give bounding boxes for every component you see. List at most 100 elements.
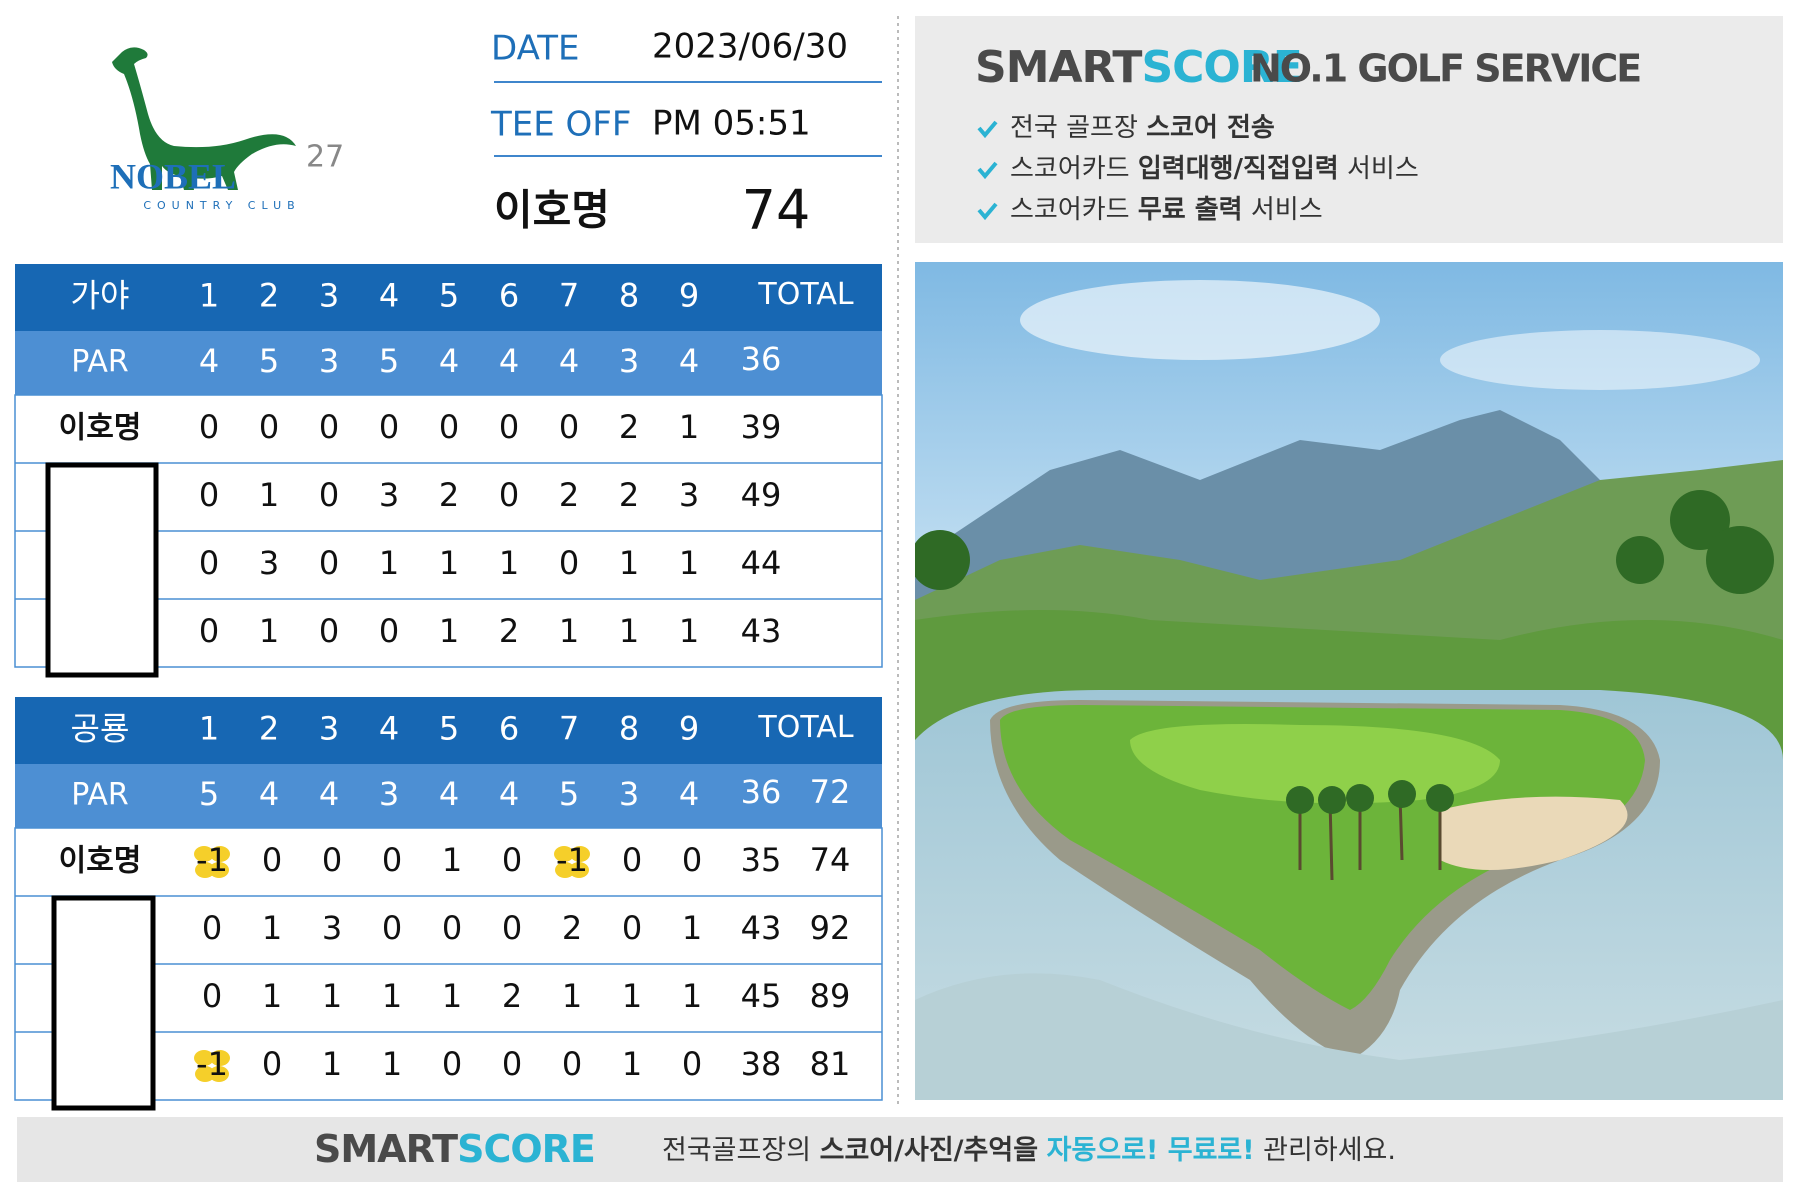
date-label: DATE [491, 29, 579, 69]
course-name: 가야 [71, 277, 130, 315]
total: 43 [741, 612, 782, 650]
par-value: 4 [559, 342, 579, 380]
score: 2 [562, 909, 582, 947]
hole-number: 2 [259, 277, 279, 315]
par-value: 3 [619, 342, 639, 380]
score: 1 [259, 476, 279, 514]
ad-item: 스코어카드 무료 출력 서비스 [1010, 195, 1323, 225]
birdie-icon [554, 846, 590, 878]
score: 2 [619, 408, 639, 446]
logo: NOBEL 27 COUNTRY CLUB [110, 47, 344, 212]
score: 0 [562, 1045, 582, 1083]
par-value: 4 [679, 342, 699, 380]
score: 3 [322, 909, 342, 947]
score: 0 [382, 909, 402, 947]
score: 0 [262, 841, 282, 879]
total: 44 [741, 544, 782, 582]
tee-off: PM 05:51 [652, 104, 811, 144]
score: 0 [622, 841, 642, 879]
total-label: TOTAL [757, 710, 853, 745]
par-value: 4 [439, 342, 459, 380]
score: 0 [499, 408, 519, 446]
hole-number: 8 [619, 277, 639, 315]
total-label: TOTAL [757, 277, 853, 312]
score: 0 [502, 909, 522, 947]
course-photo [915, 262, 1783, 1100]
footer-bar [17, 1117, 1783, 1182]
score: 1 [442, 841, 462, 879]
score: 2 [619, 476, 639, 514]
wing [554, 846, 574, 862]
par-label: PAR [71, 778, 129, 813]
score: 0 [502, 1045, 522, 1083]
ad-item: 전국 골프장 스코어 전송 [1010, 113, 1275, 143]
ad-panel [915, 16, 1783, 243]
text-segment: 스코어/사진/추억을 [820, 1135, 1038, 1166]
score: -1 [196, 841, 228, 879]
dinosaur [112, 47, 296, 190]
header-row [15, 264, 882, 331]
text-segment: 자동으로! 무료로! [1047, 1135, 1255, 1166]
score: 1 [682, 909, 702, 947]
score: 2 [439, 476, 459, 514]
score: 0 [559, 408, 579, 446]
total: 35 [741, 841, 782, 879]
total: 49 [741, 476, 782, 514]
score: 1 [622, 1045, 642, 1083]
text-segment: 스코어카드 [1010, 154, 1138, 184]
wing [209, 1066, 229, 1082]
score: 1 [262, 977, 282, 1015]
total: 38 [741, 1045, 782, 1083]
score: 1 [499, 544, 519, 582]
score: 1 [619, 544, 639, 582]
score: 0 [322, 841, 342, 879]
check-icon [977, 202, 998, 221]
check-icon [977, 120, 998, 139]
total: 45 [741, 977, 782, 1015]
par-row [15, 331, 882, 395]
par-value: 4 [319, 775, 339, 813]
par-value: 4 [499, 342, 519, 380]
score: 0 [502, 841, 522, 879]
hole-number: 5 [439, 710, 459, 748]
hole-number: 9 [679, 710, 699, 748]
text-segment: 서비스 [1243, 195, 1323, 225]
par-value: 5 [559, 775, 579, 813]
score: 0 [319, 408, 339, 446]
score: 0 [559, 544, 579, 582]
score: 1 [679, 612, 699, 650]
score: 1 [559, 612, 579, 650]
score: 0 [442, 909, 462, 947]
score: 1 [562, 977, 582, 1015]
par-value: 4 [199, 342, 219, 380]
ad-brand: SMARTSCORE [975, 42, 1302, 93]
brand-score: SCORE [1141, 42, 1301, 93]
logo-number: 27 [306, 140, 344, 175]
score: 0 [682, 841, 702, 879]
tee-off-label: TEE OFF [490, 105, 631, 145]
brand-score: SCORE [457, 1127, 595, 1171]
birdie-icon [194, 1050, 230, 1082]
score: 0 [379, 408, 399, 446]
hole-number: 4 [379, 277, 399, 315]
score: 1 [682, 977, 702, 1015]
score: 0 [199, 544, 219, 582]
score: 1 [322, 977, 342, 1015]
score: 0 [202, 977, 222, 1015]
score: 0 [319, 612, 339, 650]
score: -1 [556, 841, 588, 879]
hole-number: 4 [379, 710, 399, 748]
score: 0 [622, 909, 642, 947]
wing [194, 1050, 214, 1066]
brand-smart: SMART [975, 42, 1142, 93]
par-total: 36 [741, 773, 782, 811]
score: 1 [439, 544, 459, 582]
score: 1 [439, 612, 459, 650]
par-value: 3 [379, 775, 399, 813]
score: 2 [559, 476, 579, 514]
text-segment: 입력대행/직접입력 [1138, 154, 1339, 184]
player-score: 74 [742, 179, 811, 242]
hole-number: 7 [559, 710, 579, 748]
